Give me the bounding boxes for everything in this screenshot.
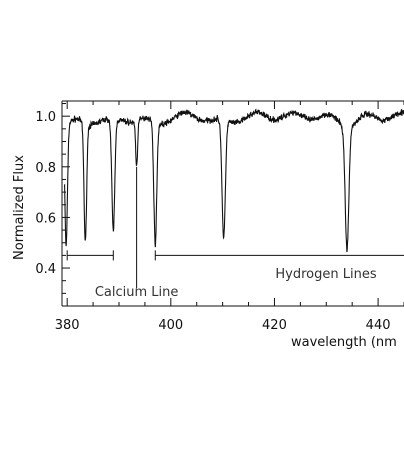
y-tick-label: 0.6 [35, 211, 56, 226]
y-tick-label: 1.0 [35, 110, 56, 125]
y-tick-label: 0.4 [35, 262, 56, 277]
calcium-label: Calcium Line [95, 285, 179, 300]
spectrum-line [64, 108, 404, 253]
y-axis-label: Normalized Flux [12, 155, 27, 260]
y-tick-label: 0.8 [35, 161, 56, 176]
annotations: Calcium Line Hydrogen Lines [66, 166, 404, 300]
axis-tick-labels: 380 400 420 440 0.4 0.6 0.8 1.0 [35, 110, 390, 333]
x-axis-label: wavelength (nm [291, 335, 397, 350]
x-tick-label: 440 [366, 318, 391, 333]
hydrogen-label: Hydrogen Lines [275, 267, 376, 282]
axis-ticks [62, 101, 404, 306]
x-tick-label: 400 [158, 318, 183, 333]
x-tick-label: 380 [55, 318, 80, 333]
x-tick-label: 420 [262, 318, 287, 333]
